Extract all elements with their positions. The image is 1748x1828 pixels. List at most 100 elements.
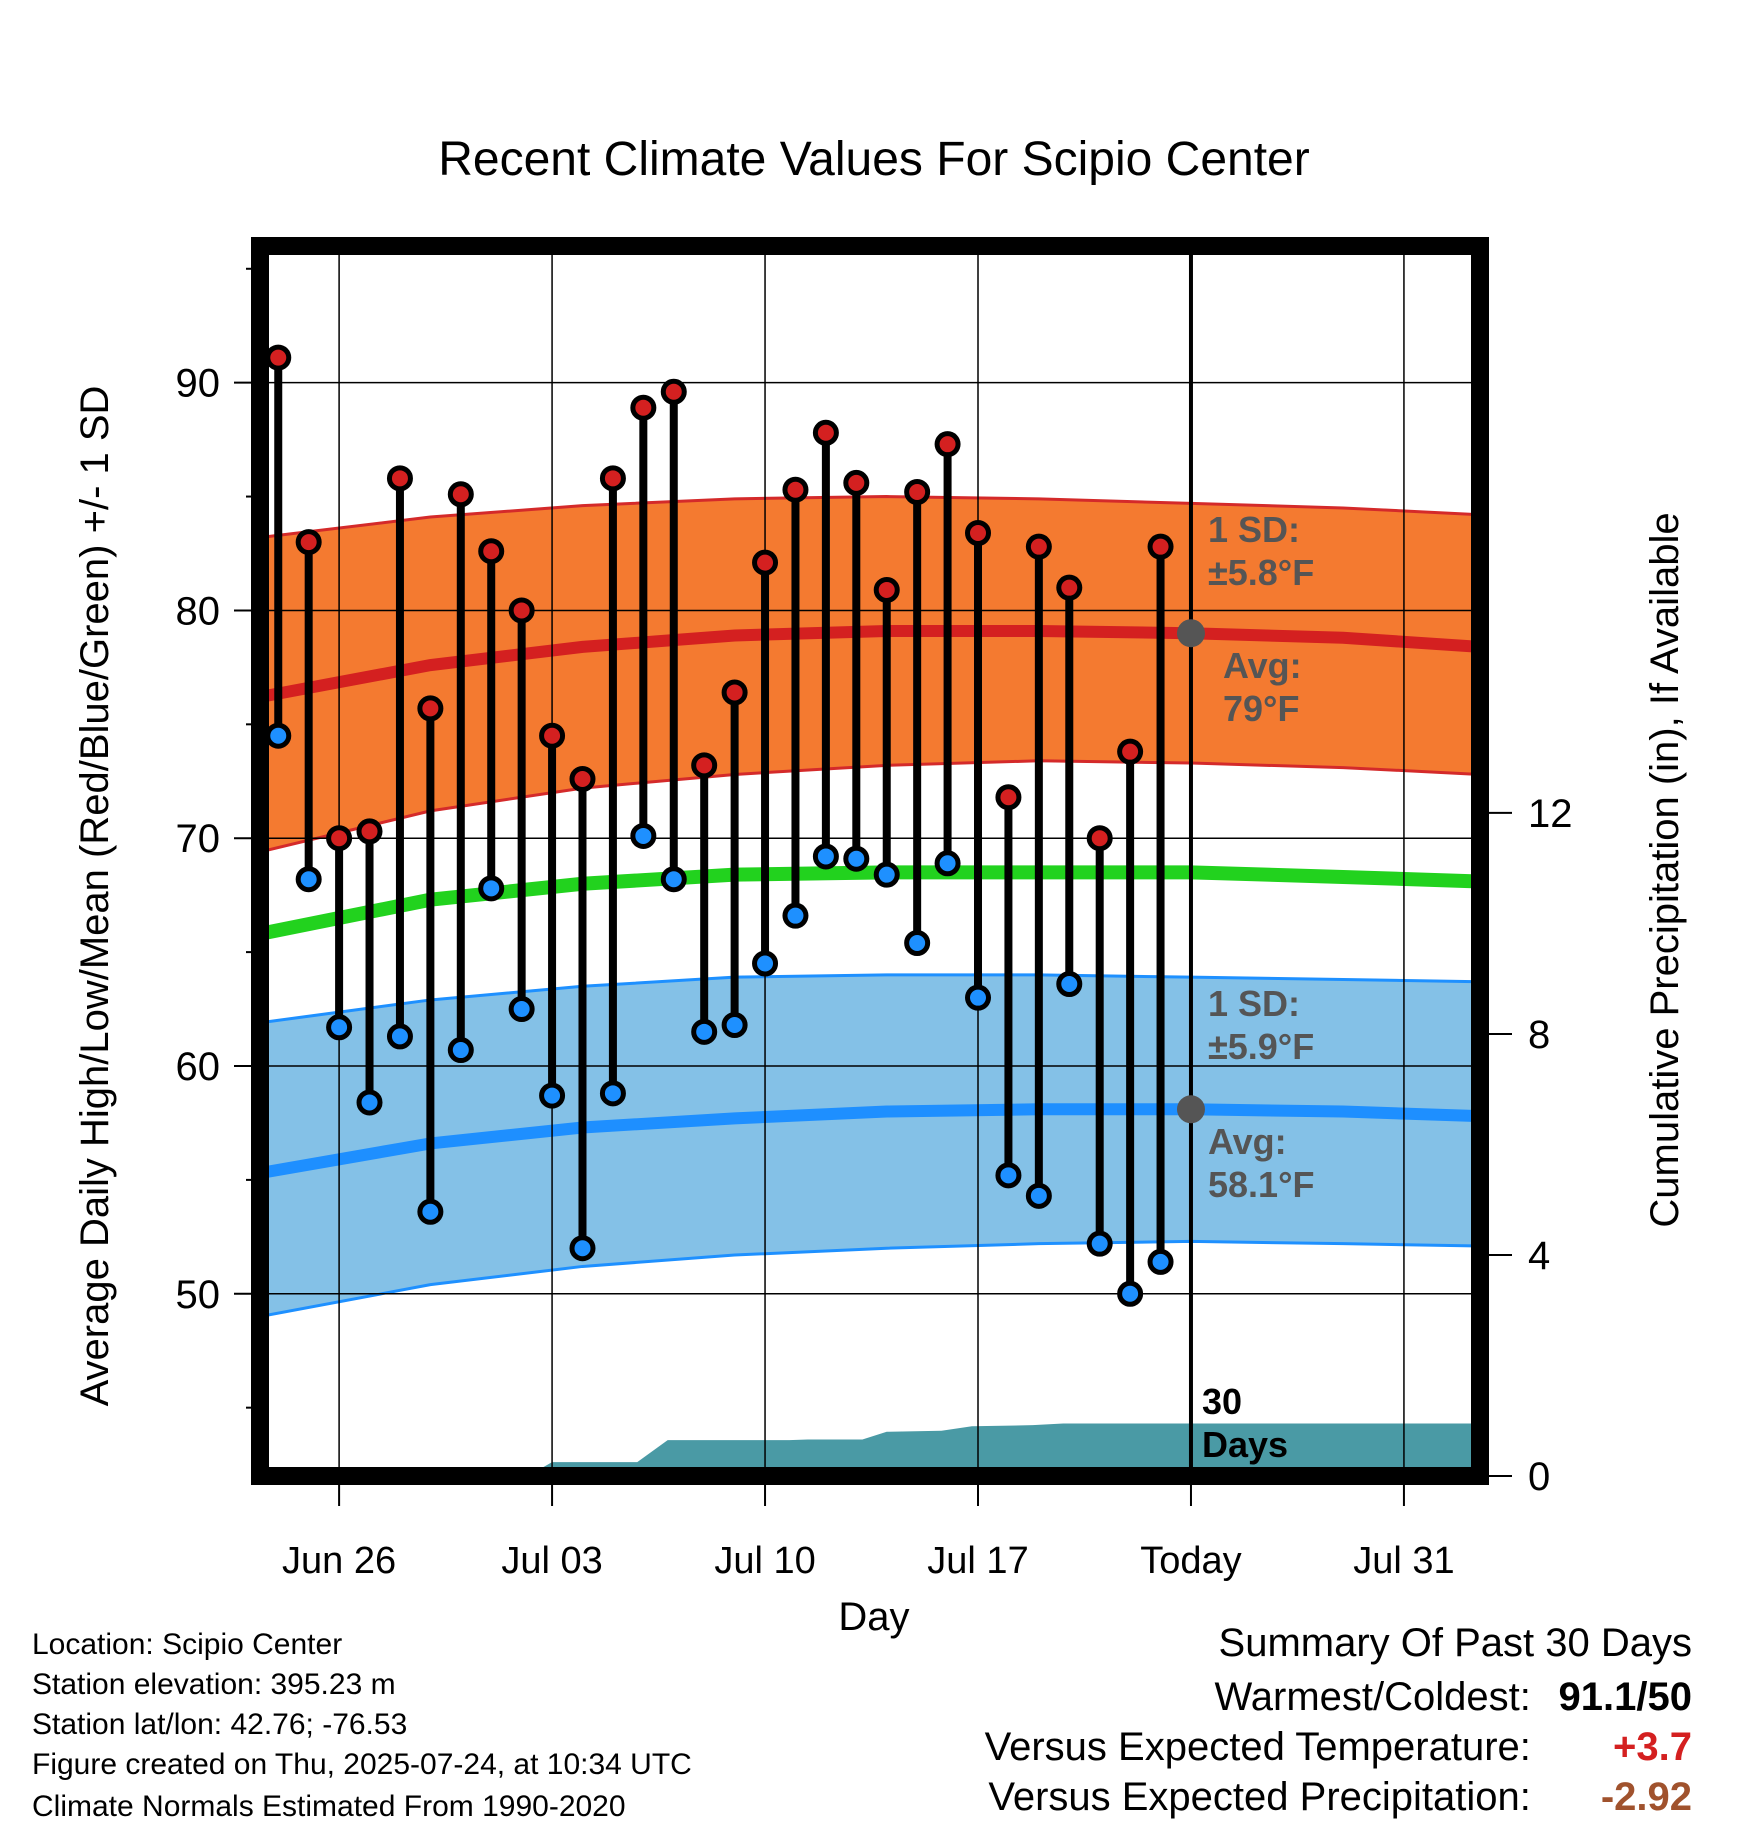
daily-high-point bbox=[1025, 533, 1052, 560]
summary-temp-label: Versus Expected Temperature: bbox=[984, 1725, 1531, 1769]
x-tick-label: Jul 17 bbox=[927, 1540, 1028, 1582]
normal-low-line bbox=[260, 1103, 1480, 1179]
daily-low-point bbox=[326, 1014, 353, 1041]
daily-low-point bbox=[1086, 1230, 1113, 1257]
y2-tick-label: 4 bbox=[1528, 1234, 1550, 1278]
daily-low-point bbox=[356, 1089, 383, 1116]
low-band-upper-edge bbox=[260, 973, 1480, 1025]
daily-high-point bbox=[752, 549, 779, 576]
summary-warmest-value: 91.1/50 bbox=[1558, 1675, 1692, 1719]
plot-frame bbox=[251, 237, 1489, 1485]
daily-high-point bbox=[326, 825, 353, 852]
daily-low-point bbox=[1056, 971, 1083, 997]
daily-high-point bbox=[812, 419, 839, 446]
daily-low-point bbox=[843, 845, 870, 872]
low-sd-annotation-line2: ±5.9°F bbox=[1208, 1026, 1314, 1067]
daily-high-point bbox=[721, 679, 748, 706]
summary-precip-row: Versus Expected Precipitation: -2.92 bbox=[988, 1775, 1692, 1820]
footer-normals: Climate Normals Estimated From 1990-2020 bbox=[32, 1790, 626, 1823]
daily-high-point bbox=[660, 378, 687, 405]
daily-low-point bbox=[965, 984, 992, 1011]
daily-high-point bbox=[478, 538, 505, 565]
x-tick-label: Today bbox=[1140, 1540, 1241, 1582]
window-annotation-line1: 30 bbox=[1202, 1381, 1242, 1422]
daily-low-point bbox=[630, 822, 657, 849]
high-avg-annotation-line2: 79°F bbox=[1223, 688, 1299, 729]
y-tick-label: 70 bbox=[176, 817, 221, 861]
daily-high-point bbox=[843, 469, 870, 496]
low-avg-annotation-line1: Avg: bbox=[1208, 1121, 1287, 1162]
y-tick-label: 60 bbox=[176, 1045, 221, 1089]
daily-low-point bbox=[417, 1198, 444, 1225]
daily-high-point bbox=[356, 818, 383, 845]
chart-title: Recent Climate Values For Scipio Center bbox=[438, 133, 1309, 186]
daily-low-point bbox=[934, 850, 961, 877]
daily-high-point bbox=[539, 722, 566, 749]
daily-low-point bbox=[599, 1080, 626, 1107]
daily-low-point bbox=[660, 866, 687, 893]
y-tick-label: 50 bbox=[176, 1273, 221, 1317]
daily-low-point bbox=[386, 1023, 413, 1050]
y-tick-label: 80 bbox=[176, 589, 221, 633]
daily-high-point bbox=[630, 394, 657, 421]
daily-high-point bbox=[1086, 825, 1113, 852]
daily-low-point bbox=[295, 866, 322, 893]
daily-high-point bbox=[691, 752, 718, 779]
x-axis-label: Day bbox=[838, 1595, 909, 1639]
today-normal-high-marker bbox=[1176, 619, 1205, 648]
daily-low-point bbox=[752, 950, 779, 977]
footer-elevation: Station elevation: 395.23 m bbox=[32, 1668, 396, 1701]
daily-high-point bbox=[569, 766, 596, 792]
daily-high-point bbox=[599, 465, 626, 492]
summary-temp-value: +3.7 bbox=[1613, 1725, 1692, 1769]
cumulative-precip-area bbox=[260, 1423, 1480, 1476]
high-sd-annotation-line2: ±5.8°F bbox=[1208, 552, 1314, 593]
high-sd-band bbox=[260, 496, 1480, 852]
summary-warmest-label: Warmest/Coldest: bbox=[1214, 1675, 1531, 1719]
daily-low-point bbox=[539, 1082, 566, 1109]
daily-low-point bbox=[904, 930, 931, 956]
daily-low-point bbox=[447, 1037, 474, 1064]
daily-low-point bbox=[1147, 1248, 1174, 1275]
daily-high-point bbox=[904, 479, 931, 505]
y2-axis-label: Cumulative Precipitation (in), If Availa… bbox=[1643, 512, 1687, 1227]
low-sd-annotation-line1: 1 SD: bbox=[1208, 983, 1300, 1024]
low-avg-annotation-line2: 58.1°F bbox=[1208, 1164, 1314, 1205]
daily-high-point bbox=[295, 529, 322, 556]
daily-high-point bbox=[508, 597, 535, 624]
daily-high-point bbox=[265, 344, 292, 371]
summary-precip-label: Versus Expected Precipitation: bbox=[988, 1775, 1531, 1819]
daily-low-point bbox=[812, 843, 839, 870]
y2-tick-label: 12 bbox=[1528, 792, 1573, 836]
daily-low-point bbox=[1117, 1280, 1144, 1307]
footer-latlon: Station lat/lon: 42.76; -76.53 bbox=[32, 1708, 408, 1741]
daily-low-point bbox=[508, 996, 535, 1023]
y-tick-label: 90 bbox=[176, 362, 221, 406]
normal-mean-line bbox=[260, 865, 1480, 941]
window-annotation-line2: Days bbox=[1202, 1424, 1288, 1465]
daily-low-point bbox=[478, 875, 505, 902]
x-tick-label: Jul 03 bbox=[501, 1540, 602, 1582]
daily-low-point bbox=[873, 861, 900, 888]
daily-low-point bbox=[995, 1162, 1022, 1189]
daily-low-point bbox=[721, 1012, 748, 1038]
summary-heading: Summary Of Past 30 Days bbox=[1218, 1621, 1692, 1665]
daily-high-point bbox=[995, 784, 1022, 811]
x-tick-label: Jul 31 bbox=[1353, 1540, 1454, 1582]
y2-tick-label: 0 bbox=[1528, 1455, 1550, 1499]
high-sd-annotation-line1: 1 SD: bbox=[1208, 509, 1300, 550]
daily-high-point bbox=[1117, 738, 1144, 765]
high-band-upper-edge bbox=[260, 495, 1480, 540]
daily-high-point bbox=[873, 576, 900, 603]
daily-high-point bbox=[447, 481, 474, 508]
daily-high-point bbox=[965, 520, 992, 546]
daily-low-point bbox=[1025, 1182, 1052, 1209]
daily-high-point bbox=[782, 476, 809, 503]
today-normal-low-marker bbox=[1176, 1095, 1205, 1124]
daily-high-point bbox=[386, 465, 413, 492]
x-tick-label: Jul 10 bbox=[714, 1540, 815, 1582]
daily-high-point bbox=[1147, 533, 1174, 560]
footer-created: Figure created on Thu, 2025-07-24, at 10… bbox=[32, 1748, 692, 1781]
summary-precip-value: -2.92 bbox=[1600, 1775, 1692, 1819]
